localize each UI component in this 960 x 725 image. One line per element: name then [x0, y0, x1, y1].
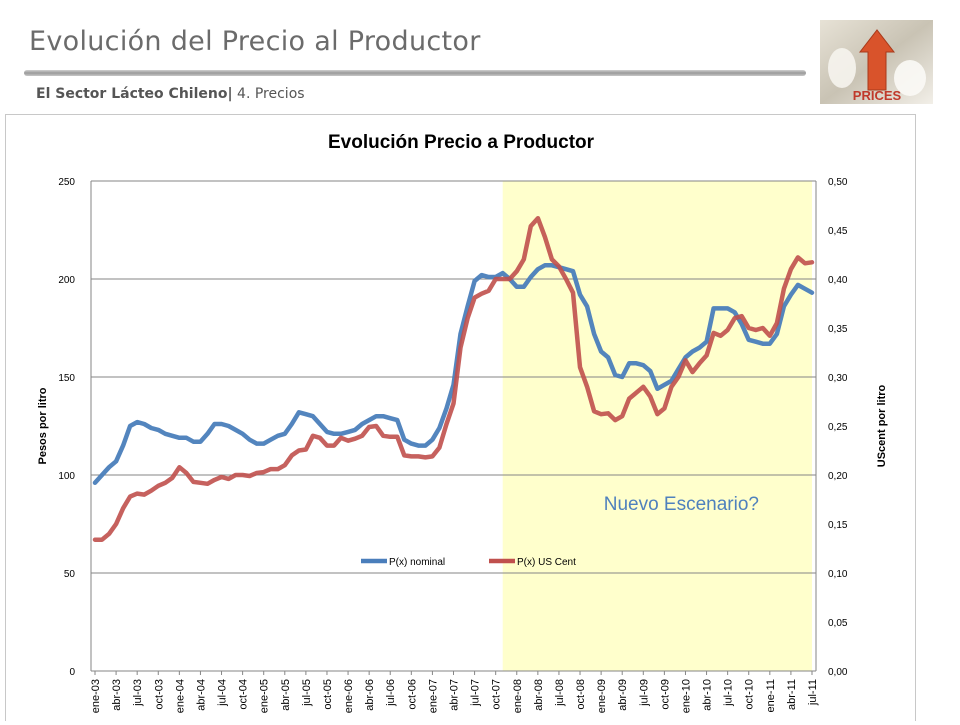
y-axis-label: Pesos por litro	[37, 387, 49, 464]
x-tick-label: ene-05	[259, 679, 271, 713]
x-tick-label: jul-10	[723, 679, 735, 707]
subtitle-section: El Sector Lácteo Chileno|	[36, 86, 233, 102]
series-line-uscent	[92, 215, 815, 542]
x-tick-label: abr-10	[702, 679, 714, 711]
x-tick-label: abr-09	[617, 679, 629, 711]
series-lines	[92, 215, 815, 542]
x-tick-label: oct-10	[744, 679, 756, 710]
x-tick-label: ene-10	[680, 679, 692, 713]
legend-item: P(x) nominal	[389, 557, 445, 568]
y2-tick-label: 0,10	[828, 569, 848, 580]
x-tick-label: abr-08	[533, 679, 545, 711]
x-tick-label: jul-08	[554, 679, 566, 707]
prices-logo: PRICES	[820, 20, 933, 104]
y-tick-label: 0	[69, 667, 75, 678]
x-tick-label: ene-09	[596, 679, 608, 713]
x-tick-label: ene-07	[427, 679, 439, 713]
series-line-nominal	[92, 263, 815, 486]
y2-tick-label: 0,25	[828, 422, 848, 433]
x-tick-label: jul-07	[470, 679, 482, 707]
x-tick-label: oct-09	[659, 679, 671, 710]
x-tick-label: ene-11	[765, 679, 777, 712]
legend: P(x) nominal P(x) US Cent	[361, 557, 576, 568]
x-tick-label: ene-08	[512, 679, 524, 713]
chart-title: Evolución Precio a Productor	[328, 132, 595, 153]
legend-item: P(x) US Cent	[517, 557, 576, 568]
y2-tick-label: 0,35	[828, 324, 848, 335]
x-tick-label: ene-06	[343, 679, 355, 713]
x-tick-label: oct-05	[322, 679, 334, 710]
logo-text: PRICES	[853, 88, 902, 103]
subtitle-chapter: 4. Precios	[232, 86, 305, 102]
x-tick-label: jul-03	[132, 679, 144, 707]
y-tick-label: 250	[58, 177, 75, 188]
y-tick-label: 100	[58, 471, 75, 482]
y2-tick-label: 0,00	[828, 667, 848, 678]
x-tick-label: abr-11	[786, 679, 798, 710]
x-tick-label: oct-04	[238, 679, 250, 710]
y-tick-label: 50	[64, 569, 76, 580]
x-tick-label: jul-04	[217, 679, 229, 707]
y2-tick-label: 0,30	[828, 373, 848, 384]
y2-tick-label: 0,50	[828, 177, 848, 188]
x-tick-label: ene-03	[90, 679, 102, 713]
header-divider	[24, 70, 806, 76]
axes: 0 50 100 150 200 250 0,00 0,05 0,10 0,15 0,20 0,25 0…	[58, 177, 848, 713]
x-tick-label: abr-06	[364, 679, 376, 711]
x-tick-label: jul-09	[638, 679, 650, 707]
x-tick-label: abr-07	[449, 679, 461, 711]
y-tick-label: 200	[58, 275, 75, 286]
y2-tick-label: 0,15	[828, 520, 848, 531]
x-tick-label: jul-05	[301, 679, 313, 707]
x-tick-label: oct-08	[575, 679, 587, 710]
x-tick-label: jul-11	[807, 679, 819, 706]
x-tick-label: abr-03	[111, 679, 123, 711]
y2-axis-label: UScent por litro	[876, 384, 888, 467]
y2-tick-label: 0,40	[828, 275, 848, 286]
nuevo-escenario-annotation: Nuevo Escenario?	[604, 494, 759, 515]
x-tick-label: jul-06	[385, 679, 397, 707]
page-title: Evolución del Precio al Productor	[29, 26, 481, 57]
x-tick-label: oct-06	[406, 679, 418, 710]
y-tick-label: 150	[58, 373, 75, 384]
x-tick-label: abr-05	[280, 679, 292, 711]
y2-tick-label: 0,05	[828, 618, 848, 629]
chart-panel: 0 50 100 150 200 250 0,00 0,05 0,10 0,15 0,20 0,25 0…	[5, 114, 916, 721]
x-tick-label: abr-04	[195, 679, 207, 711]
x-tick-label: ene-04	[174, 679, 186, 713]
x-tick-label: oct-07	[491, 679, 503, 710]
page-subtitle: El Sector Lácteo Chileno| 4. Precios	[36, 86, 305, 102]
y2-tick-label: 0,20	[828, 471, 848, 482]
price-chart: 0 50 100 150 200 250 0,00 0,05 0,10 0,15 0,20 0,25 0…	[37, 132, 888, 713]
x-tick-label: oct-03	[153, 679, 165, 710]
y2-tick-label: 0,45	[828, 226, 848, 237]
